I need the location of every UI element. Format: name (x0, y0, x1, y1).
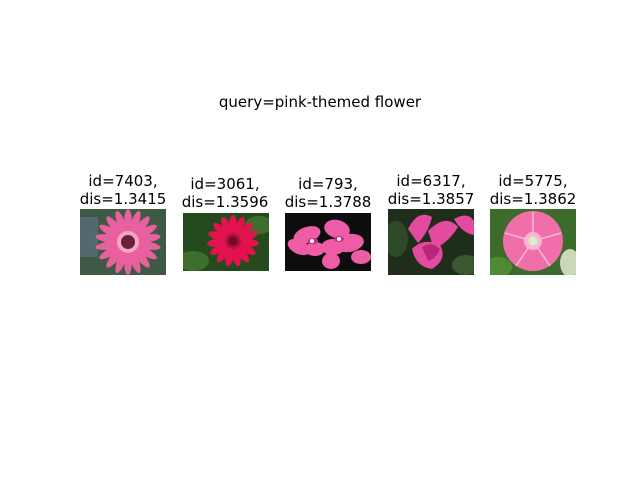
result-caption-5: id=5775, dis=1.3862 (478, 172, 588, 208)
result-distance-label: dis=1.3596 (181, 193, 269, 211)
result-caption-2: id=3061, dis=1.3596 (170, 175, 280, 211)
result-caption-4: id=6317, dis=1.3857 (376, 172, 486, 208)
result-thumbnail-4 (388, 209, 474, 275)
result-distance-label: dis=1.3415 (79, 190, 167, 208)
result-distance-label: dis=1.3857 (387, 190, 475, 208)
result-thumbnail-3 (285, 213, 371, 271)
result-distance-label: dis=1.3788 (284, 193, 372, 211)
pink-gerbera-daisy-image (80, 209, 166, 275)
result-id-label: id=3061, (190, 175, 260, 193)
result-caption-1: id=7403, dis=1.3415 (68, 172, 178, 208)
result-thumbnail-5 (490, 209, 576, 275)
pink-morning-glory-image (490, 209, 576, 275)
result-id-label: id=7403, (88, 172, 158, 190)
figure-title: query=pink-themed flower (218, 93, 422, 111)
result-thumbnail-2 (183, 213, 269, 271)
result-id-label: id=793, (298, 175, 358, 193)
result-id-label: id=6317, (396, 172, 466, 190)
pink-lily-cluster-image (285, 213, 371, 271)
result-caption-3: id=793, dis=1.3788 (273, 175, 383, 211)
red-gerbera-daisy-image (183, 213, 269, 271)
pink-cyclamen-image (388, 209, 474, 275)
result-thumbnail-1 (80, 209, 166, 275)
result-distance-label: dis=1.3862 (489, 190, 577, 208)
result-id-label: id=5775, (498, 172, 568, 190)
